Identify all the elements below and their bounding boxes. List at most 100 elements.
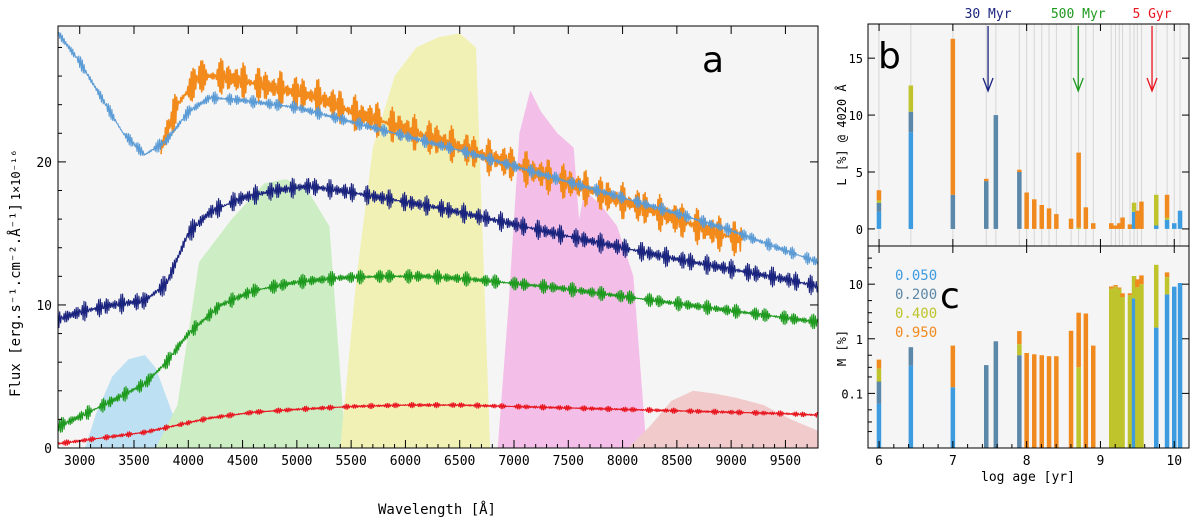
panel-c-xtick-label: 6 [875,454,883,469]
filter-curve-g [155,179,346,448]
spectrum-line-4 [57,401,819,446]
panel-c-xlabel: log age [yr] [981,470,1075,485]
filter-curve-u [85,355,189,448]
panel-c-legend-entry: 0.050 [895,268,937,284]
panel-b-age-marker-arrowhead [982,77,994,93]
panel-c-bar-segment [1117,287,1122,289]
panel-c-xtick-label: 10 [1166,454,1182,469]
panel-c-ytick-label: 1 [856,333,863,347]
panel-b-ytick-label: 0 [856,223,863,237]
panel-a-xlabel: Wavelength [Å] [378,501,496,518]
panel-c-bar-segment [1068,330,1074,448]
panel-a-xtick-label: 8000 [607,454,638,469]
panel-c-bar-segment [1120,297,1125,448]
panel-b-bar-segment [1068,218,1074,229]
panel-c-xtick-label: 8 [1023,454,1031,469]
panel-b-bar-segment [1046,208,1052,229]
panel-b-bar-segment [876,202,882,212]
panel-c-bar-segment [1127,293,1133,296]
panel-b-bar-segment [1131,202,1137,212]
panel-a-xtick-label: 7000 [498,454,529,469]
panel-c: 0.1 1 10 6 7 8 9 10 c 0.050 0.200 0.400 0.950 log … [835,245,1190,485]
panel-b-bar-segment [1083,207,1089,229]
panel-c-bar-segment [984,365,989,448]
panel-c-bar-segment [950,345,956,388]
panel-c-frame [867,245,1190,449]
panel-c-bar-segment [1017,355,1022,448]
panel-c-bar-segment [1135,287,1140,448]
panel-b-bar-segment [950,38,956,195]
panel-c-bar-segment [1139,275,1144,285]
panel-c-bar-segment [1154,264,1159,328]
panel-b-age-marker-label: 30 Myr [965,7,1012,22]
panel-c-legend-entry: 0.200 [895,287,937,303]
panel-a: 3000 3500 4000 4500 5000 5500 6000 6500 7000 7500… [7,25,819,518]
spectrum-line-2 [57,177,819,329]
panel-c-xtick-label: 7 [949,454,957,469]
panel-c-letter: c [940,276,960,317]
panel-b-bar-segment [1039,205,1044,229]
panel-a-xtick-label: 3000 [64,454,95,469]
panel-b-bar-segment [1177,210,1183,229]
filter-curve-z [628,390,818,448]
panel-b-bar-segment [1135,210,1140,229]
panel-c-bar-segment [1113,286,1118,448]
spectrum-line-3 [57,268,819,433]
panel-a-xtick-label: 7500 [553,454,584,469]
panel-b-bar-segment [1127,224,1133,229]
panel-b-bar-segment [1139,201,1144,229]
panel-a-ytick-label: 20 [36,156,52,171]
panel-b-bar-segment [1109,223,1114,229]
panel-b-bar-segment [908,111,914,133]
panel-c-xtick-label: 9 [1097,454,1105,469]
panel-b-bar-segment [876,190,882,201]
panel-b-ytick-label: 10 [849,109,863,123]
panel-b-bar-segment [876,211,882,229]
panel-c-bar-segment [1046,356,1052,448]
panel-b-ytick-label: 15 [849,52,863,66]
panel-a-ytick-label: 10 [36,299,52,314]
panel-c-bar-segment [876,359,882,369]
panel-b-bar-segment [1017,172,1022,229]
panel-b-bar-segment [984,181,989,229]
panel-c-ytick-label: 10 [849,278,863,292]
panel-c-bar-segment [1127,295,1133,448]
panel-c-bar-segment [908,365,914,448]
panel-b-bar-segment [1024,192,1029,229]
panel-c-bar-segment [876,368,882,382]
spectrum-line-0 [160,57,743,257]
panel-c-ylabel: M [%] [835,330,849,366]
panel-c-bar-segment [1131,298,1137,448]
panel-b-bar-segment [876,200,882,203]
panel-b-bar-segment [1164,194,1170,218]
panel-c-bar-segment [1109,286,1114,289]
panel-b-age-marker-arrowhead [1146,77,1158,93]
panel-c-bar-segment [1032,354,1037,448]
panel-c-bar-segment [993,341,999,448]
panel-c-bar-segment [1120,293,1125,298]
panel-b-ytick-label: 5 [856,166,863,180]
panel-b-bar-segment [1120,217,1125,229]
panel-a-ytick-label: 0 [44,442,52,457]
panel-c-bar-segment [1017,331,1022,344]
spectrum-line-1 [57,31,819,266]
panel-b-bar-segment [984,178,989,182]
panel-b-bar-segment [1131,211,1137,229]
panel-b: 30 Myr 500 Myr 5 Gyr 0 5 10 15 b L [%] @ 4020… [834,7,1190,247]
panel-a-xtick-label: 5000 [281,454,312,469]
panel-b-letter: b [878,36,901,77]
panel-c-bar-segment [1154,327,1159,448]
panel-a-xtick-label: 3500 [118,454,149,469]
panel-b-bar-segment [1154,194,1159,226]
panel-b-bar-segment [908,132,914,229]
panel-b-bar-segment [1154,225,1159,229]
panel-b-bar-segment [1164,217,1170,220]
panel-b-age-marker-arrowhead [1072,77,1084,93]
panel-b-bar-segment [993,115,999,229]
panel-c-bar-segment [1076,367,1081,448]
panel-c-bar-segment [1076,312,1081,368]
panel-b-bar-segment [1091,223,1096,229]
panel-b-bar-segment [1164,219,1170,229]
panel-c-bar-segment [1139,284,1144,448]
